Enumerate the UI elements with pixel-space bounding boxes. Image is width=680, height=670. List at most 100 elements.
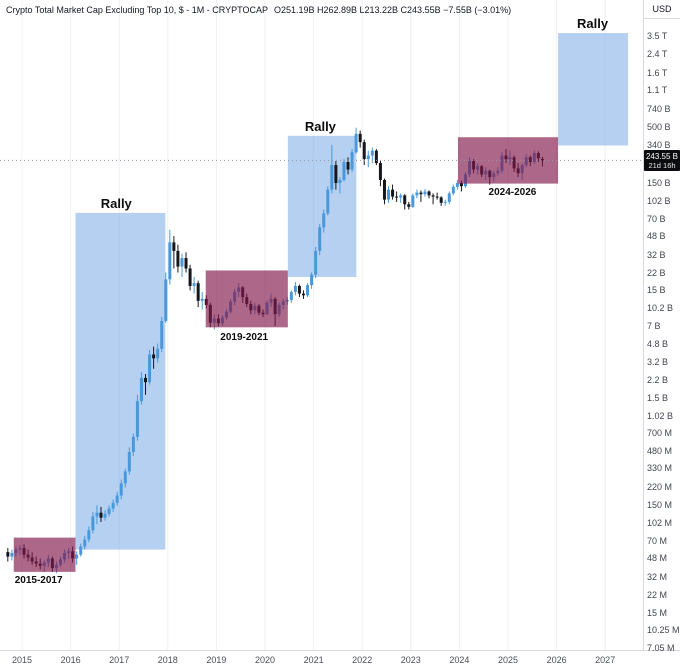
year-tick-label: 2024: [449, 655, 470, 665]
candle[interactable]: [391, 184, 395, 200]
candle[interactable]: [427, 190, 431, 199]
candle[interactable]: [326, 186, 330, 216]
accumulation-box-2015-2017[interactable]: [13, 537, 76, 572]
candle[interactable]: [322, 209, 326, 233]
price-tick-label: 7.05 M: [647, 642, 675, 653]
candle[interactable]: [176, 244, 180, 273]
symbol-title[interactable]: Crypto Total Market Cap Excluding Top 10…: [6, 5, 268, 15]
candle[interactable]: [439, 196, 443, 206]
candle[interactable]: [411, 193, 415, 208]
candle[interactable]: [156, 343, 160, 363]
candle[interactable]: [455, 179, 459, 190]
time-axis[interactable]: 2015 2016 2017 2018 2019 2020 2021 2022 2023 2024…: [0, 651, 680, 670]
candle[interactable]: [338, 177, 342, 194]
rally-box-2026-2027[interactable]: [558, 33, 629, 146]
accumulation-box-2019-2021[interactable]: [205, 270, 288, 328]
candle[interactable]: [314, 247, 318, 279]
candle[interactable]: [107, 505, 111, 517]
price-tick-label: 15 B: [647, 285, 666, 296]
candle[interactable]: [334, 161, 338, 190]
candle[interactable]: [362, 139, 366, 166]
candle[interactable]: [354, 127, 358, 154]
year-tick-label: 2025: [497, 655, 519, 665]
candle[interactable]: [192, 276, 196, 294]
candle[interactable]: [293, 281, 297, 296]
candle[interactable]: [415, 189, 419, 199]
candle[interactable]: [119, 479, 123, 500]
candle[interactable]: [358, 130, 362, 148]
range-label[interactable]: 2019-2021: [220, 331, 269, 343]
candle[interactable]: [152, 346, 156, 369]
price-tick-label: 7 B: [647, 320, 661, 331]
candle[interactable]: [330, 144, 334, 194]
candle[interactable]: [10, 549, 14, 561]
candle[interactable]: [374, 149, 378, 166]
price-tick-label: 340 B: [647, 139, 671, 150]
candle[interactable]: [111, 499, 115, 512]
candle[interactable]: [139, 372, 143, 405]
candle[interactable]: [180, 253, 184, 277]
candle[interactable]: [164, 272, 168, 323]
candle[interactable]: [310, 272, 314, 289]
rally-box-2016-2018[interactable]: [75, 212, 166, 550]
candle[interactable]: [395, 191, 399, 202]
candle[interactable]: [196, 280, 200, 308]
last-price-value: 243.55 B: [645, 151, 679, 161]
candle[interactable]: [160, 316, 164, 353]
candle[interactable]: [403, 194, 407, 210]
price-tick-label: 22 B: [647, 267, 666, 278]
candle[interactable]: [75, 551, 79, 565]
candle[interactable]: [342, 159, 346, 182]
candle[interactable]: [168, 229, 172, 285]
candle[interactable]: [431, 193, 435, 205]
price-tick-label: 150 M: [647, 500, 673, 511]
candle[interactable]: [91, 511, 95, 534]
candle[interactable]: [135, 394, 139, 441]
candle[interactable]: [99, 506, 103, 522]
candle[interactable]: [447, 191, 451, 205]
candle[interactable]: [297, 284, 301, 298]
candle[interactable]: [6, 548, 10, 562]
candle[interactable]: [200, 291, 204, 310]
candle[interactable]: [131, 433, 135, 457]
price-tick-label: 4.8 B: [647, 338, 669, 349]
candle[interactable]: [148, 349, 152, 385]
candle[interactable]: [87, 526, 91, 543]
candle[interactable]: [435, 192, 439, 200]
candle[interactable]: [127, 447, 131, 475]
candle[interactable]: [387, 186, 391, 203]
candle[interactable]: [95, 505, 99, 525]
candle[interactable]: [378, 161, 382, 187]
price-tick-label: 48 M: [647, 553, 668, 564]
candle[interactable]: [443, 199, 447, 206]
range-label[interactable]: 2015-2017: [14, 574, 63, 586]
candle[interactable]: [399, 193, 403, 203]
candle[interactable]: [172, 236, 176, 269]
rally-label[interactable]: Rally: [304, 118, 336, 134]
candle[interactable]: [289, 290, 293, 303]
candle[interactable]: [188, 264, 192, 291]
candle[interactable]: [103, 510, 107, 521]
candle[interactable]: [301, 290, 305, 299]
candle[interactable]: [79, 543, 83, 557]
candle[interactable]: [318, 224, 322, 256]
candle[interactable]: [144, 374, 148, 395]
candle[interactable]: [366, 150, 370, 168]
candle[interactable]: [83, 535, 87, 550]
candle[interactable]: [115, 491, 119, 506]
candle[interactable]: [407, 201, 411, 210]
rally-label[interactable]: Rally: [100, 195, 132, 211]
price-tick-label: 3.2 B: [647, 357, 669, 368]
range-label[interactable]: 2024-2026: [488, 187, 537, 199]
rally-label[interactable]: Rally: [577, 16, 609, 32]
candle[interactable]: [184, 252, 188, 273]
candle[interactable]: [306, 283, 310, 298]
rally-box-2020-2021[interactable]: [287, 135, 357, 277]
candle[interactable]: [123, 468, 127, 488]
candle[interactable]: [419, 190, 423, 202]
candle[interactable]: [382, 178, 386, 205]
candle[interactable]: [451, 184, 455, 196]
candle[interactable]: [423, 188, 427, 197]
